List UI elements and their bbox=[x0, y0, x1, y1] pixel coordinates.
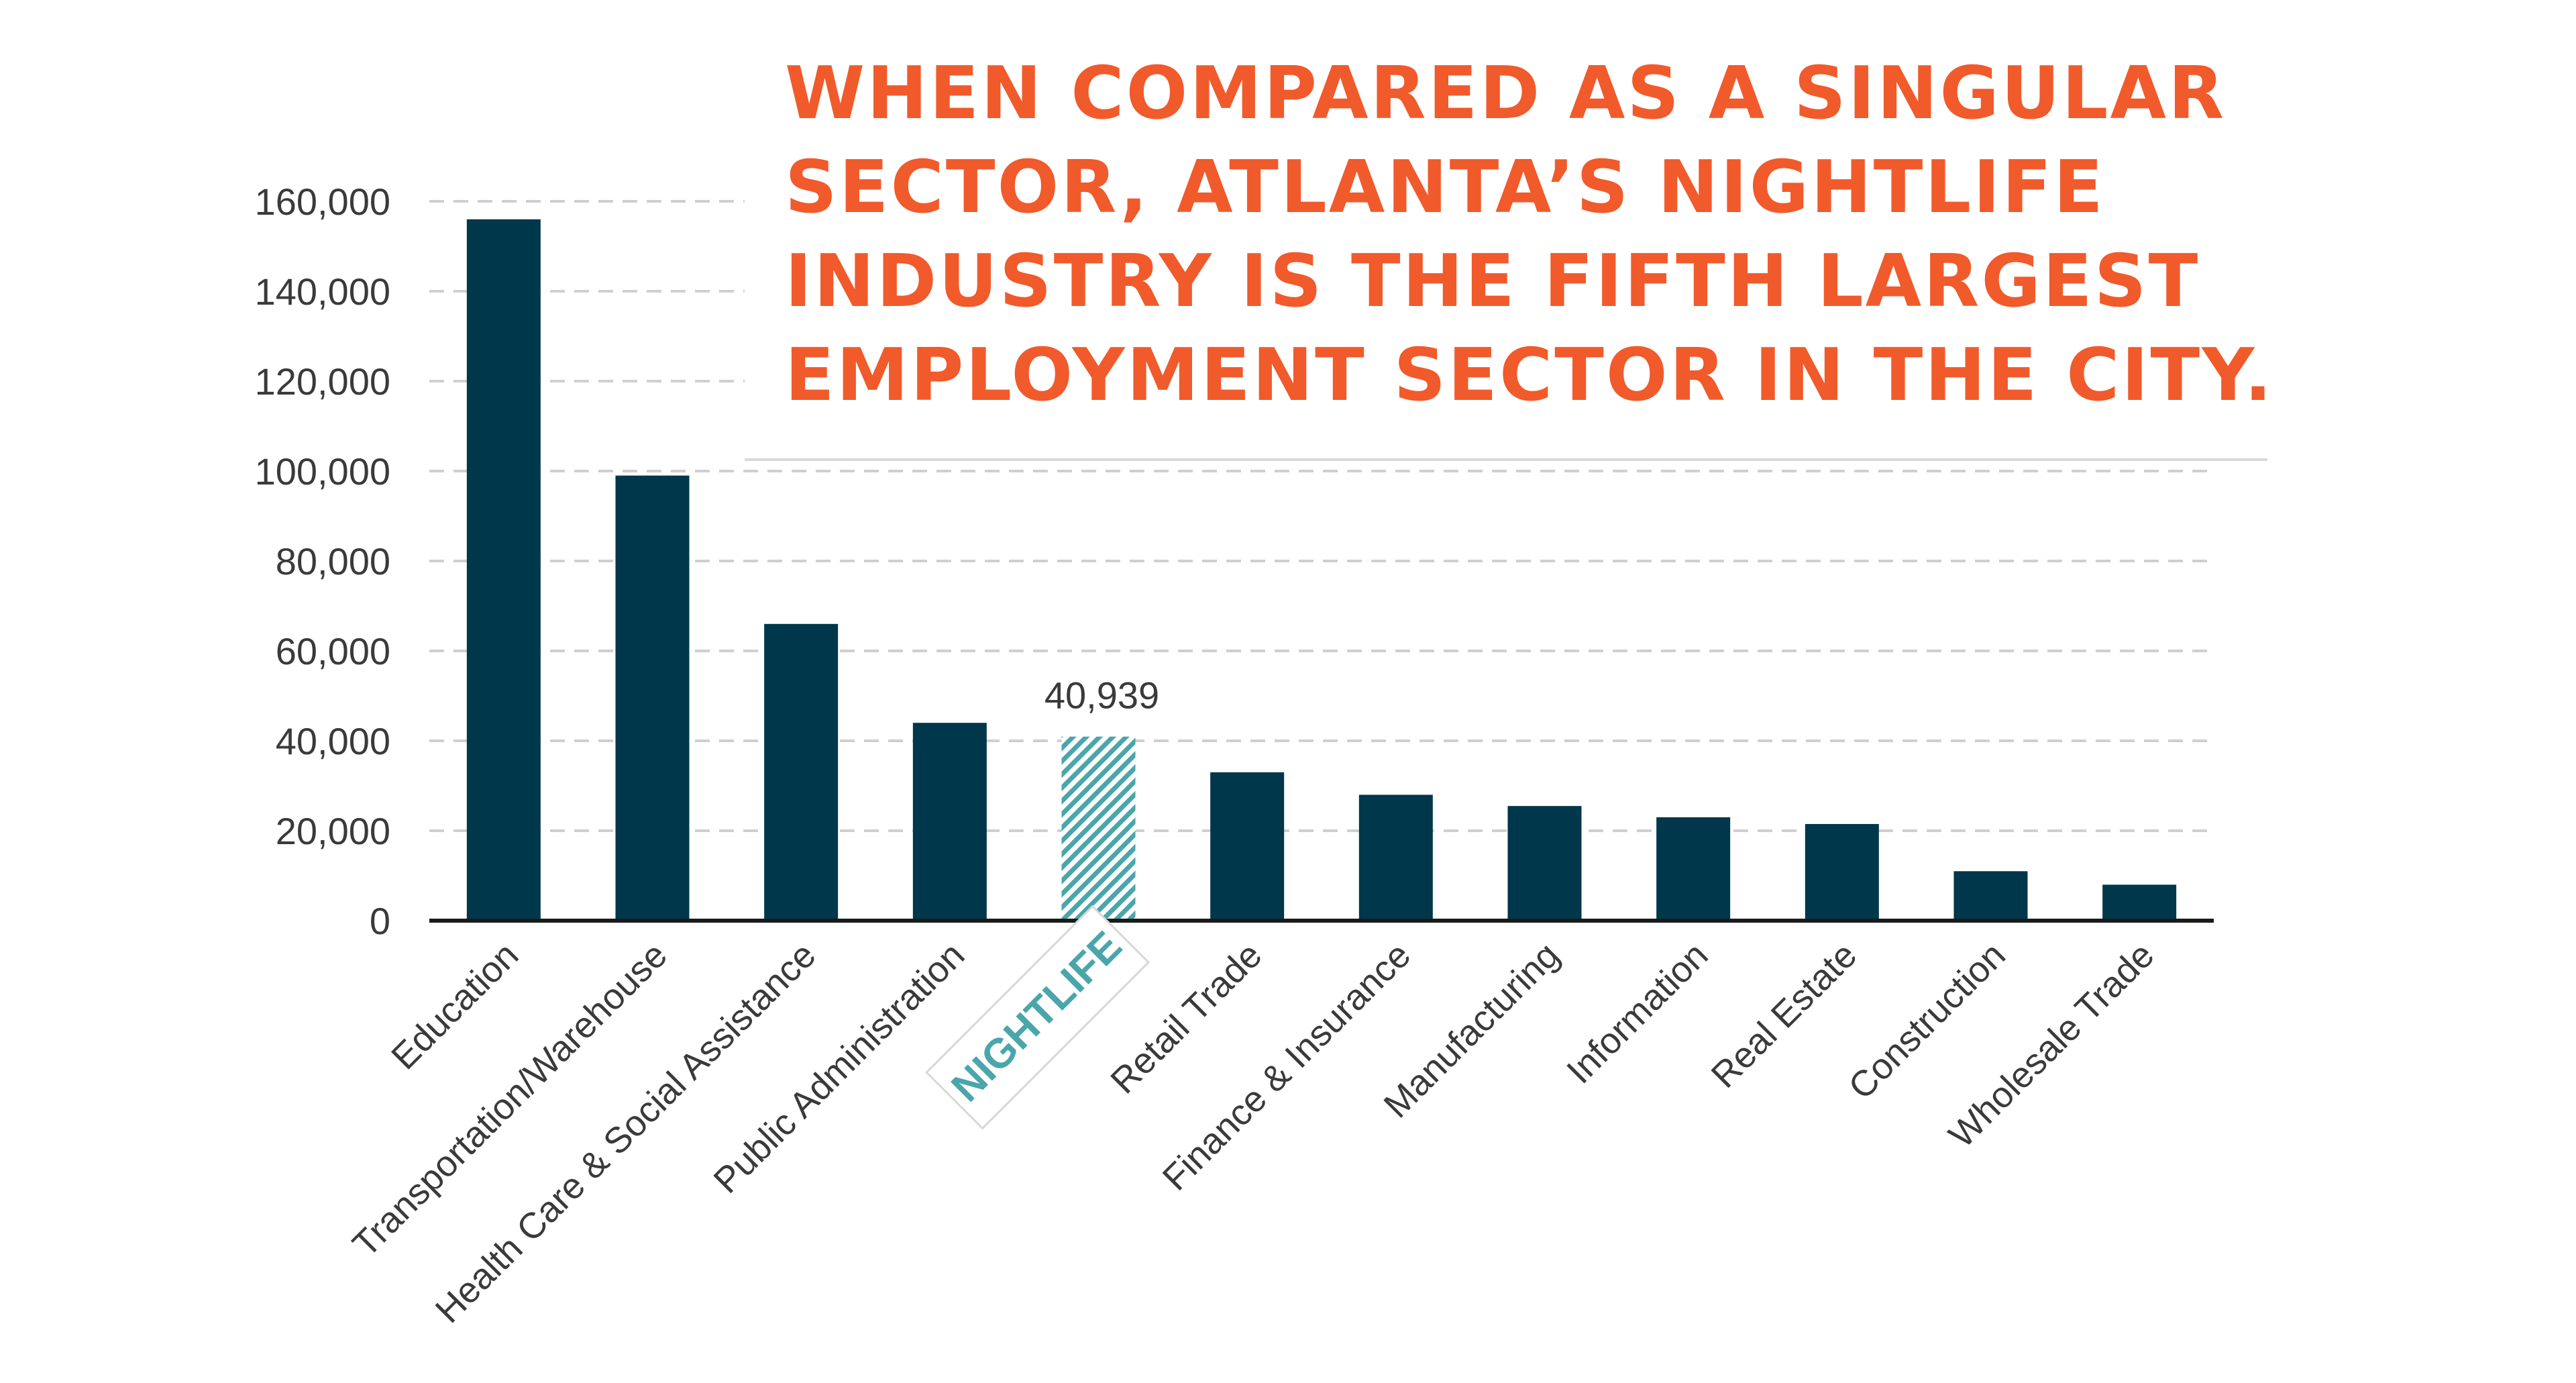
bar-retail-trade bbox=[1210, 772, 1285, 921]
y-tick-label: 140,000 bbox=[255, 270, 390, 313]
category-label-group: Information bbox=[1559, 935, 1715, 1091]
bar-real-estate bbox=[1805, 823, 1879, 921]
category-label-group: Real Estate bbox=[1703, 935, 1864, 1096]
y-tick-label: 20,000 bbox=[276, 810, 390, 852]
bar-finance-insurance bbox=[1358, 795, 1433, 921]
bar-education bbox=[466, 219, 541, 921]
y-tick-label: 100,000 bbox=[255, 450, 390, 493]
bar-wholesale-trade bbox=[2102, 884, 2177, 921]
bar-transportation-warehouse bbox=[615, 475, 690, 921]
category-label: NIGHTLIFE bbox=[943, 923, 1130, 1111]
category-label: Education bbox=[384, 935, 526, 1077]
category-label: Transportation/Warehouse bbox=[345, 935, 675, 1265]
y-tick-label: 0 bbox=[370, 900, 390, 942]
bar-health-care-social-assistance bbox=[764, 623, 839, 921]
category-label: Real Estate bbox=[1703, 935, 1864, 1096]
category-label-group: Education bbox=[384, 935, 526, 1077]
bar-information bbox=[1656, 817, 1731, 921]
y-tick-label: 160,000 bbox=[255, 181, 390, 223]
y-tick-label: 60,000 bbox=[276, 630, 390, 672]
y-tick-label: 40,000 bbox=[276, 720, 390, 762]
y-tick-label: 120,000 bbox=[255, 360, 390, 403]
category-label-group: Transportation/Warehouse bbox=[345, 935, 675, 1265]
headline-line-4: EMPLOYMENT SECTOR IN THE CITY. bbox=[785, 334, 2274, 417]
y-tick-label: 80,000 bbox=[276, 540, 390, 582]
data-label-nightlife: 40,939 bbox=[1044, 674, 1159, 717]
category-label: Information bbox=[1559, 935, 1715, 1091]
headline-line-2: SECTOR, ATLANTA’S NIGHTLIFE bbox=[785, 146, 2105, 229]
bar-nightlife bbox=[1061, 736, 1136, 921]
headline-line-3: INDUSTRY IS THE FIFTH LARGEST bbox=[785, 240, 2200, 323]
headline: WHEN COMPARED AS A SINGULAR SECTOR, ATLA… bbox=[785, 47, 2288, 423]
category-label: Finance & Insurance bbox=[1155, 935, 1419, 1198]
bar-public-administration bbox=[912, 723, 987, 921]
category-label-group: NIGHTLIFE bbox=[924, 905, 1150, 1130]
category-label-group: Finance & Insurance bbox=[1155, 935, 1419, 1198]
bar-construction bbox=[1953, 871, 2028, 921]
bar-manufacturing bbox=[1507, 806, 1582, 921]
headline-line-1: WHEN COMPARED AS A SINGULAR bbox=[785, 52, 2226, 136]
nightlife-label-box bbox=[924, 905, 1150, 1130]
